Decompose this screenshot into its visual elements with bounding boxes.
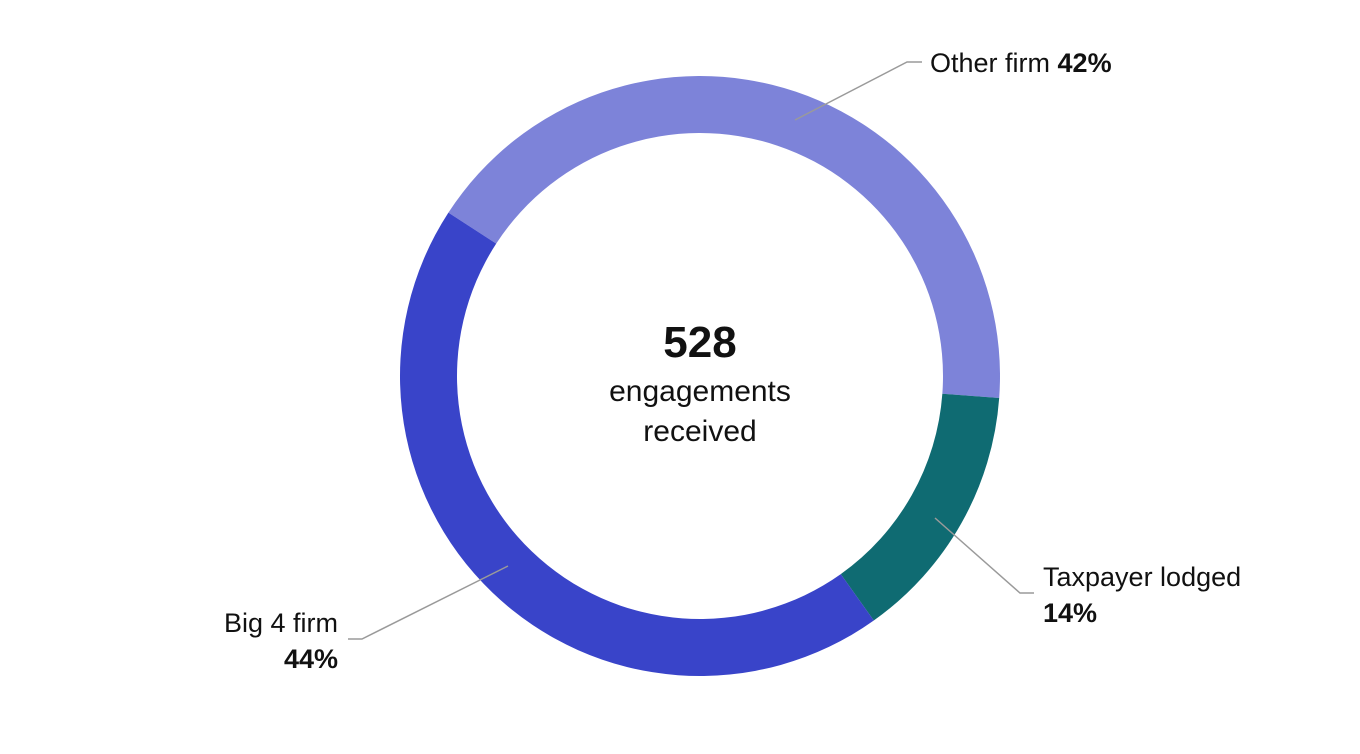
slice-name-other-firm: Other firm [930,48,1050,78]
donut-slice-taxpayer-lodged [840,393,1000,621]
slice-label-taxpayer-lodged: Taxpayer lodged 14% [934,517,1241,628]
center-total: 528 [663,318,736,367]
slice-label-other-firm: Other firm 42% [794,48,1112,121]
slice-label-text-other-firm: Other firm 42% [930,48,1112,78]
slice-name-taxpayer-lodged: Taxpayer lodged [1043,562,1241,592]
slice-name-big-4-firm: Big 4 firm [224,608,338,638]
donut-slice-other-firm [448,75,1001,398]
center-caption-line-1: engagements [609,375,791,408]
leader-line-other-firm [794,61,922,121]
leader-line-big-4-firm [348,565,509,640]
slice-value-big-4-firm: 44% [284,644,338,674]
donut-slices [399,75,1001,677]
slice-value-other-firm: 42% [1058,48,1112,78]
center-label: 528 engagements received [609,318,791,448]
leader-line-taxpayer-lodged [934,517,1034,594]
donut-slice-big-4-firm [399,212,874,677]
slice-value-taxpayer-lodged: 14% [1043,598,1097,628]
slice-label-big-4-firm: Big 4 firm 44% [224,565,509,674]
center-caption-line-2: received [643,415,756,448]
